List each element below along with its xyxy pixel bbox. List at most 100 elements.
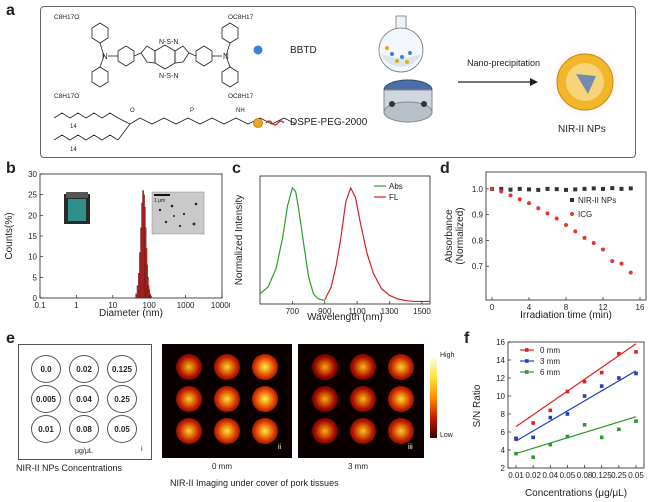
sn-point — [514, 451, 518, 456]
y-tick-label: 10 — [496, 392, 505, 401]
y-tick-label: 2 — [501, 464, 506, 473]
y-tick-label: 12 — [496, 374, 505, 383]
panel-a-letter: a — [6, 2, 15, 19]
panel-f-xlabel: Concentrations (μg/μL) — [525, 488, 627, 499]
caption-nir-imaging: NIR-II Imaging under cover of pork tissu… — [170, 478, 339, 488]
bbtd-structure — [91, 22, 239, 88]
chain-ul: C8H17O — [54, 14, 79, 21]
point-nir-ii — [536, 187, 541, 192]
point-nir-ii — [499, 186, 504, 191]
histogram-bar — [136, 285, 139, 299]
panel-f-chart: 0.01 0.02 0.04 0.05 0.08 0.125 0.25 0.052468101… — [472, 338, 645, 499]
point-nir-ii — [601, 186, 605, 191]
magnetic-stirrer-icon — [383, 79, 433, 123]
histogram-bar — [135, 293, 137, 299]
fluorescence-spot — [252, 386, 278, 412]
chain-ur: OC8H17 — [228, 14, 254, 21]
legend-nir-swatch — [570, 198, 574, 202]
legend-label: 6 mm — [540, 368, 560, 377]
np-payload — [576, 74, 596, 94]
concentration-well: 0.01 — [31, 415, 61, 443]
point-icg — [508, 193, 513, 198]
x-tick-label: 100 — [143, 301, 157, 310]
concentration-well: 0.04 — [69, 385, 99, 413]
point-nir-ii — [545, 186, 550, 191]
point-icg — [545, 211, 550, 216]
point-nir-ii — [610, 186, 615, 191]
caption-concentrations: NIR-II NPs Concentrations — [16, 463, 123, 473]
depth-3mm-label: 3 mm — [348, 462, 368, 471]
x-tick-label: 0.25 — [611, 471, 627, 480]
legend-fl-label: FL — [389, 193, 399, 202]
fluorescence-spot — [252, 354, 278, 380]
point-icg — [628, 270, 633, 275]
nir-image-0mm: ii — [162, 344, 292, 458]
point-icg — [527, 201, 531, 206]
chain-lr: OC8H17 — [228, 93, 254, 100]
tem-scale-bar-label: 1 μm — [154, 198, 165, 204]
panel-b-xlabel: Diameter (nm) — [99, 308, 163, 319]
point-icg — [591, 241, 596, 246]
x-tick-label: 1100 — [349, 307, 367, 316]
sub-iii-label: iii — [408, 444, 413, 451]
sn-point — [531, 435, 535, 440]
panel-c-letter: c — [232, 160, 241, 177]
point-icg — [601, 247, 605, 252]
sn-point — [514, 436, 518, 441]
y-tick-label: 0.9 — [472, 211, 484, 220]
legend-marker — [525, 359, 529, 363]
nir-image-3mm: iii — [298, 344, 424, 458]
panel-b-letter: b — [6, 160, 16, 177]
x-tick-label: 1500 — [413, 307, 431, 316]
s-top-atom: N-S-N — [159, 39, 178, 46]
legend-label: 3 mm — [540, 357, 560, 366]
point-nir-ii — [628, 186, 633, 191]
y-tick-label: 8 — [501, 410, 506, 419]
fluorescence-spot — [214, 354, 240, 380]
n-left-atom: N — [102, 52, 108, 61]
process-arrowhead — [530, 78, 538, 86]
fluorescence-spot — [350, 354, 376, 380]
ylabel-line: Absorbance — [444, 209, 455, 263]
fit-line — [515, 370, 637, 442]
core-ring — [154, 44, 176, 70]
y-tick-label: 10 — [28, 253, 37, 262]
y-tick-label: 30 — [28, 170, 37, 179]
peg-wave-icon — [265, 120, 285, 126]
x-tick-label: 10 — [108, 301, 117, 310]
point-nir-ii — [508, 187, 513, 192]
spectrum-line-abs — [259, 186, 325, 302]
panel-b-ylabel: Counts(%) — [4, 212, 15, 259]
point-nir-ii — [591, 186, 596, 191]
fluorescence-spot — [388, 418, 414, 444]
sn-point — [548, 442, 553, 447]
sn-point — [599, 384, 604, 388]
panel-a-schematic: N N N-S-N N-S-N C8H17O OC8H17 C8H17O OC8… — [53, 14, 627, 153]
fluorescence-spot — [214, 386, 240, 412]
point-nir-ii — [582, 186, 587, 191]
sn-point — [582, 423, 587, 427]
y-tick-label: 1.0 — [472, 185, 484, 194]
dspe-dot-icon — [253, 118, 263, 128]
dspe-label: DSPE-PEG-2000 — [290, 117, 368, 128]
panel-a-frame — [40, 6, 636, 158]
point-icg — [517, 197, 522, 202]
point-icg — [554, 216, 559, 221]
sn-point — [531, 455, 535, 459]
flask-icon — [378, 15, 424, 73]
s-bottom-atom: N-S-N — [159, 73, 178, 80]
anisyl-lr — [221, 66, 239, 88]
fluorescence-spot — [350, 386, 376, 412]
x-tick-label: 0.125 — [592, 471, 613, 480]
panel-c-xlabel: Wavelength (nm) — [307, 312, 383, 323]
chain-index-14b: 14 — [70, 147, 77, 153]
fluorescence-spot — [252, 418, 278, 444]
y-tick-label: 5 — [33, 273, 38, 282]
concentration-well: 0.02 — [69, 355, 99, 383]
point-icg — [610, 259, 615, 264]
colorbar — [430, 358, 437, 438]
x-tick-label: 0.02 — [525, 471, 541, 480]
spectrum-line-fl — [324, 186, 430, 303]
